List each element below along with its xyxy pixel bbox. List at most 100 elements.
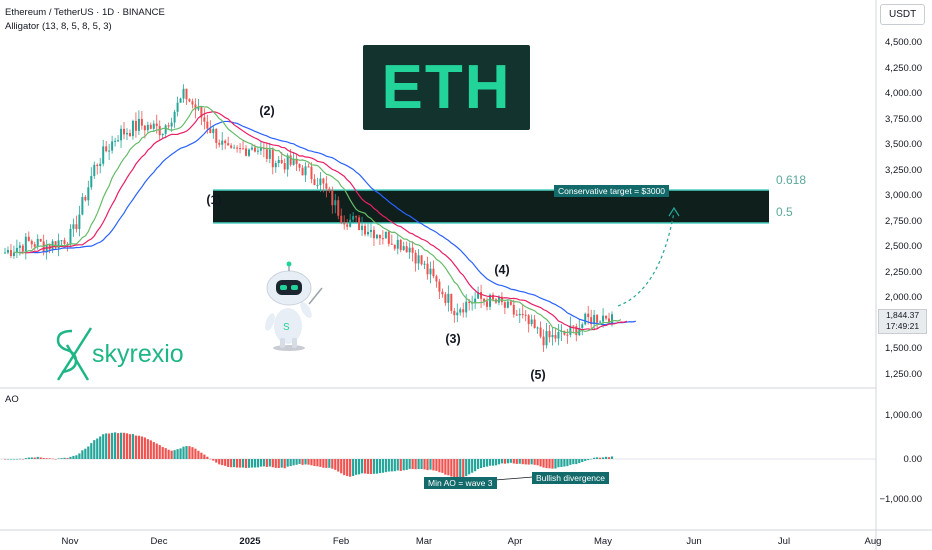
candle	[30, 240, 33, 245]
candle	[123, 128, 126, 135]
ao-bar	[233, 459, 236, 468]
candle	[593, 314, 596, 325]
ao-bar	[197, 450, 200, 459]
candle	[459, 309, 462, 313]
ao-bar	[372, 459, 376, 474]
ao-bar	[459, 459, 462, 478]
ao-bar	[515, 459, 518, 464]
ao-bar	[134, 435, 138, 459]
ao-bar	[108, 433, 111, 459]
ao-bar	[346, 459, 349, 477]
ao-bar	[27, 457, 30, 459]
ao-bar	[69, 456, 72, 459]
candle	[200, 107, 203, 118]
candle	[280, 159, 283, 164]
ao-bar	[18, 458, 21, 460]
candle	[405, 246, 408, 253]
candle	[441, 291, 444, 295]
candle	[372, 229, 375, 239]
candle	[450, 293, 453, 311]
candle	[313, 179, 316, 186]
ao-bar	[378, 459, 382, 474]
ao-bar	[105, 433, 108, 459]
candle	[12, 252, 15, 256]
candle	[569, 325, 572, 335]
ao-bar	[30, 457, 33, 459]
ao-bar	[405, 459, 408, 470]
candle	[486, 301, 489, 307]
time-tick: Aug	[864, 536, 882, 547]
candle	[572, 325, 575, 327]
time-tick: Jun	[686, 536, 702, 547]
candle	[375, 234, 378, 239]
ao-bar	[167, 449, 170, 459]
ao-bar	[417, 459, 420, 470]
candle	[387, 231, 390, 244]
candle	[268, 149, 271, 159]
ao-bar	[601, 457, 605, 459]
indicator-legend[interactable]: Alligator (13, 8, 5, 8, 5, 3)	[5, 21, 112, 32]
ao-bar	[75, 455, 78, 459]
candle	[194, 104, 197, 110]
candle	[414, 252, 417, 264]
alligator-jaw	[28, 120, 636, 326]
candle	[63, 240, 66, 244]
min-ao-annotation: Min AO = wave 3	[424, 477, 497, 489]
ao-bar	[488, 459, 492, 466]
candle	[426, 263, 429, 275]
ao-bar	[313, 459, 316, 467]
candle	[6, 250, 9, 253]
ao-bar	[369, 459, 373, 474]
ao-legend[interactable]: AO	[5, 394, 19, 405]
ao-bar	[81, 450, 84, 459]
ao-bar	[360, 459, 364, 474]
candle	[346, 224, 349, 227]
candle	[137, 118, 140, 131]
symbol-title[interactable]: Ethereum / TetherUS · 1D · BINANCE	[5, 7, 165, 18]
candle	[352, 216, 355, 220]
ao-bar	[581, 459, 584, 463]
candle	[39, 239, 42, 242]
ao-bar	[146, 439, 149, 459]
ao-bar	[188, 446, 191, 459]
ao-bar	[340, 459, 343, 474]
candle	[378, 234, 381, 239]
candle	[566, 334, 569, 336]
candle	[465, 301, 468, 313]
candle	[114, 140, 117, 142]
time-tick: May	[594, 536, 612, 547]
fib-05-label: 0.5	[776, 205, 793, 219]
candle	[75, 224, 78, 229]
price-tick: 2,750.00	[885, 216, 922, 227]
candle	[423, 263, 426, 265]
projection-arrow	[617, 211, 675, 307]
ao-bar	[78, 453, 81, 459]
candle	[256, 150, 259, 152]
ao-bar	[60, 458, 63, 459]
ao-bar	[482, 459, 486, 468]
candle	[393, 244, 396, 249]
candle	[203, 117, 206, 122]
candle	[57, 240, 60, 249]
ao-bar	[262, 459, 265, 467]
time-tick: 2025	[239, 536, 261, 547]
candle	[435, 276, 438, 282]
ao-bar	[548, 459, 551, 469]
ao-bar	[334, 459, 337, 470]
ao-bar	[429, 459, 432, 470]
ao-bar	[230, 459, 233, 468]
ao-bar	[274, 459, 277, 468]
ao-bar	[179, 448, 182, 459]
ao-bar	[328, 459, 331, 468]
price-tick: 2,250.00	[885, 267, 922, 278]
last-price-label: 1,844.37 17:49:21	[878, 309, 927, 334]
ao-bar	[402, 459, 405, 471]
ao-bar	[393, 459, 396, 472]
ao-bar	[337, 459, 340, 472]
candle	[399, 239, 402, 251]
candle	[319, 178, 322, 185]
currency-button[interactable]: USDT	[880, 4, 926, 25]
candle	[396, 239, 399, 249]
ao-bar	[316, 459, 319, 467]
